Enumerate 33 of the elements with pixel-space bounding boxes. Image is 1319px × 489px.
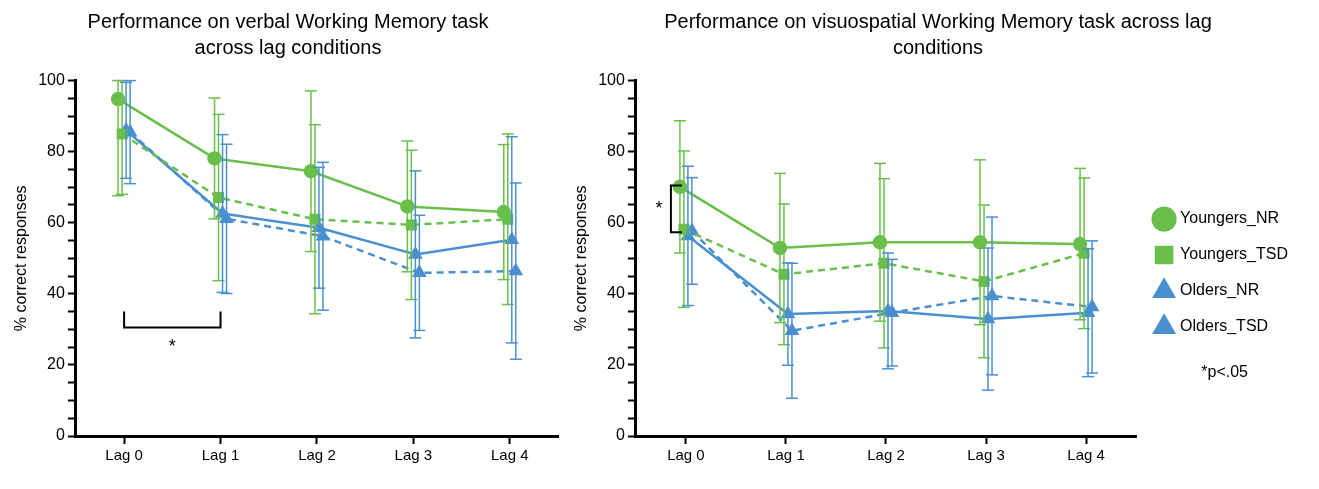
- annotation: *: [655, 197, 663, 218]
- x-tick-label: Lag 0: [105, 446, 143, 464]
- annotation: *: [168, 336, 176, 357]
- legend-label: Youngers_TSD: [1180, 245, 1288, 264]
- x-tick-label: Lag 2: [298, 446, 336, 464]
- legend-label: Youngers_NR: [1180, 209, 1280, 228]
- y-tick-label: 20: [607, 355, 625, 373]
- y-tick-label: 80: [47, 142, 65, 160]
- x-tick-label: Lag 4: [1067, 446, 1105, 464]
- y-tick-label: 60: [607, 213, 625, 231]
- chart-title: Performance on visuospatial Working Memory task across lag conditions: [663, 9, 1213, 60]
- x-tick-label: Lag 3: [967, 446, 1005, 464]
- y-tick-label: 100: [38, 71, 65, 89]
- x-tick-label: Lag 1: [767, 446, 805, 464]
- y-tick-label: 20: [47, 355, 65, 373]
- x-tick-label: Lag 2: [867, 446, 905, 464]
- legend-label: Olders_NR: [1180, 281, 1260, 300]
- x-tick-label: Lag 4: [491, 446, 529, 464]
- chart-title: Performance on verbal Working Memory task across lag conditions: [86, 9, 490, 60]
- y-tick-label: 60: [47, 213, 65, 231]
- y-tick-label: 80: [607, 142, 625, 160]
- text: *p<.05: [1201, 363, 1248, 381]
- x-tick-label: Lag 1: [201, 446, 240, 464]
- y-axis-title: % correct responses: [572, 185, 590, 332]
- legend-label: Olders_TSD: [1180, 317, 1269, 336]
- y-tick-label: 40: [47, 284, 65, 302]
- x-tick-label: Lag 0: [667, 446, 705, 464]
- y-tick-label: 40: [607, 284, 625, 302]
- y-tick-label: 0: [615, 426, 625, 444]
- y-tick-label: 100: [598, 71, 625, 89]
- x-tick-label: Lag 3: [394, 446, 433, 464]
- y-axis-title: % correct responses: [12, 185, 30, 332]
- y-tick-label: 0: [55, 426, 65, 444]
